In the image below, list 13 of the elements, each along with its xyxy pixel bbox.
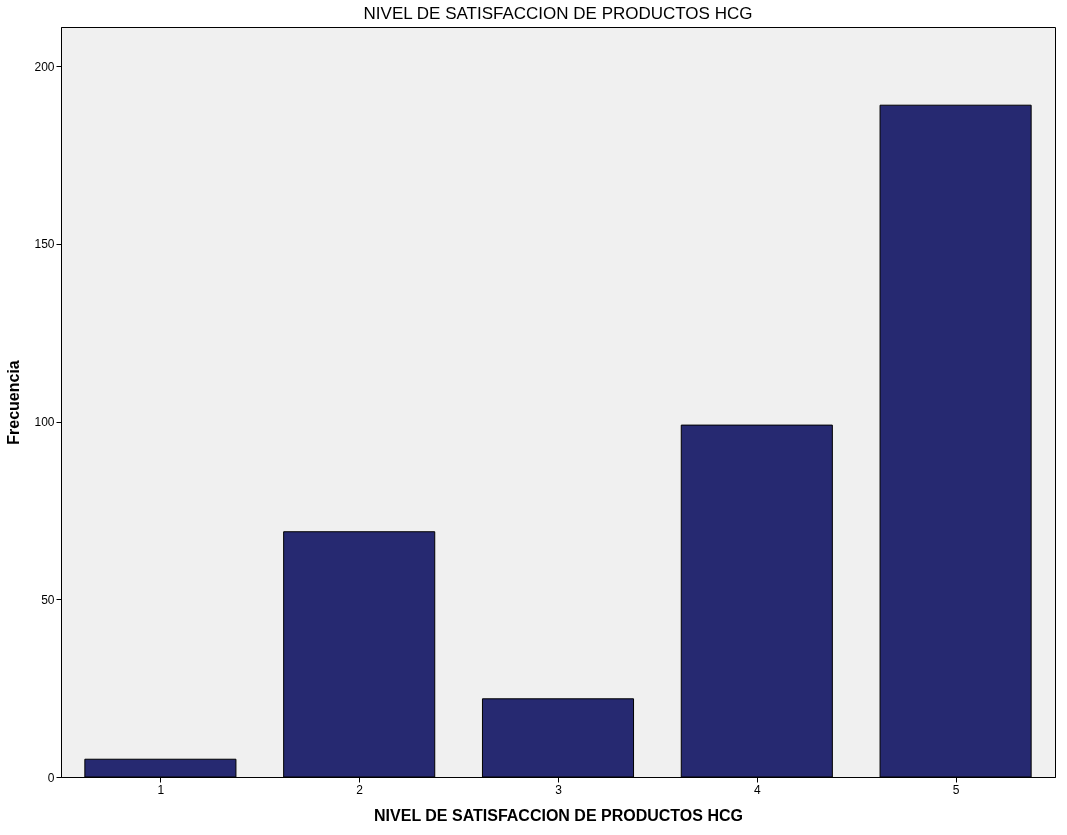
x-tick-label: 2	[356, 782, 364, 797]
x-tick-label: 4	[753, 782, 761, 797]
x-tick-label: 1	[157, 782, 165, 797]
x-tick-label: 5	[952, 782, 960, 797]
y-tick-label: 0	[47, 770, 55, 785]
x-axis-title: NIVEL DE SATISFACCION DE PRODUCTOS HCG	[374, 806, 743, 824]
y-tick-label: 100	[34, 415, 55, 430]
y-axis-title: Frecuencia	[5, 360, 23, 445]
y-tick-label: 200	[34, 59, 55, 74]
y-tick-label: 50	[41, 592, 55, 607]
chart-title: NIVEL DE SATISFACCION DE PRODUCTOS HCG	[363, 4, 753, 23]
y-tick-label: 150	[34, 237, 55, 252]
x-tick-label: 3	[555, 782, 563, 797]
